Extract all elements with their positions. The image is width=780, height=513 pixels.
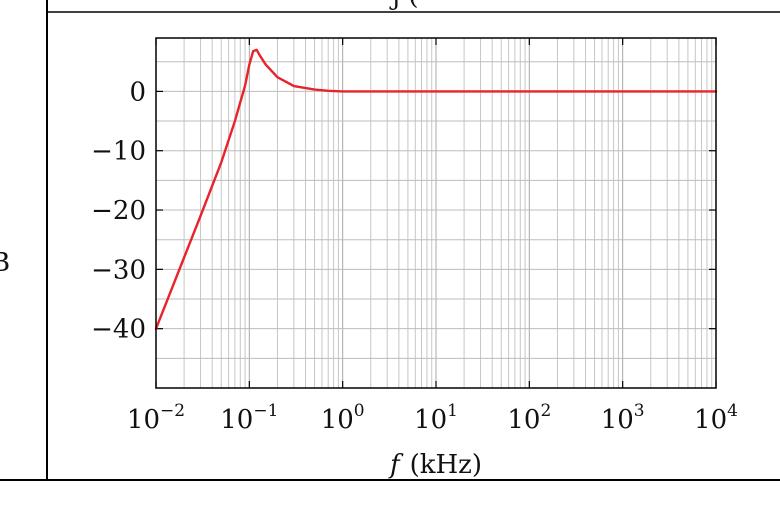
series-layer bbox=[154, 48, 718, 330]
x-tick-label: 10−1 bbox=[220, 401, 278, 435]
x-tick-label: 102 bbox=[507, 401, 551, 435]
y-axis-ticks: 0 −10 −20 −30 −40 bbox=[91, 77, 716, 345]
x-axis-variable: f bbox=[388, 450, 404, 480]
x-axis-unit: (kHz) bbox=[410, 450, 482, 480]
x-tick-label: 10−2 bbox=[127, 401, 185, 435]
y-tick-label: −10 bbox=[91, 137, 146, 167]
y-tick-label: 0 bbox=[129, 77, 146, 107]
x-tick-label: 100 bbox=[321, 401, 365, 435]
x-tick-label: 104 bbox=[694, 401, 738, 435]
table-header-fragment: j ( bbox=[389, 0, 418, 11]
plot-frame bbox=[155, 37, 717, 389]
x-tick-label: 101 bbox=[414, 401, 458, 435]
series-line bbox=[154, 48, 718, 330]
x-tick-label: 103 bbox=[601, 401, 645, 435]
grid bbox=[155, 38, 716, 388]
y-tick-label: −20 bbox=[91, 196, 146, 226]
table-left-edge-glyph: B bbox=[0, 248, 10, 278]
x-axis-label: f (kHz) bbox=[388, 450, 482, 480]
y-tick-label: −40 bbox=[91, 315, 146, 345]
x-axis-ticks: 10−2 10−1 100 101 102 103 104 bbox=[127, 38, 738, 435]
y-tick-label: −30 bbox=[91, 255, 146, 285]
